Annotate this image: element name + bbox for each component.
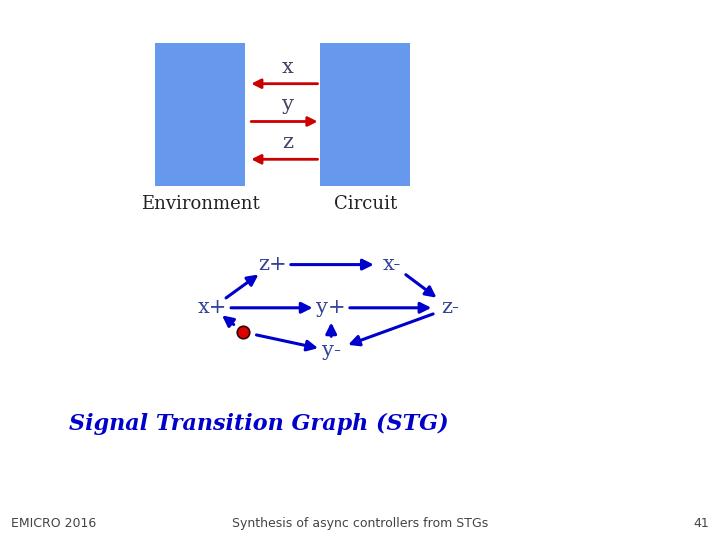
Text: y-: y- <box>322 341 341 361</box>
Text: Signal Transition Graph (STG): Signal Transition Graph (STG) <box>69 413 449 435</box>
Text: 41: 41 <box>693 517 709 530</box>
Text: Circuit: Circuit <box>334 195 397 213</box>
Bar <box>320 43 410 186</box>
Text: Synthesis of async controllers from STGs: Synthesis of async controllers from STGs <box>232 517 488 530</box>
Text: Environment: Environment <box>141 195 259 213</box>
Text: x: x <box>282 58 294 77</box>
Text: z: z <box>282 133 294 152</box>
Text: y+: y+ <box>316 298 346 318</box>
Bar <box>155 43 245 186</box>
Text: y: y <box>282 96 294 114</box>
Text: EMICRO 2016: EMICRO 2016 <box>11 517 96 530</box>
Text: z+: z+ <box>258 255 287 274</box>
Text: x-: x- <box>383 255 402 274</box>
Text: z-: z- <box>441 298 459 318</box>
Text: x+: x+ <box>198 298 227 318</box>
